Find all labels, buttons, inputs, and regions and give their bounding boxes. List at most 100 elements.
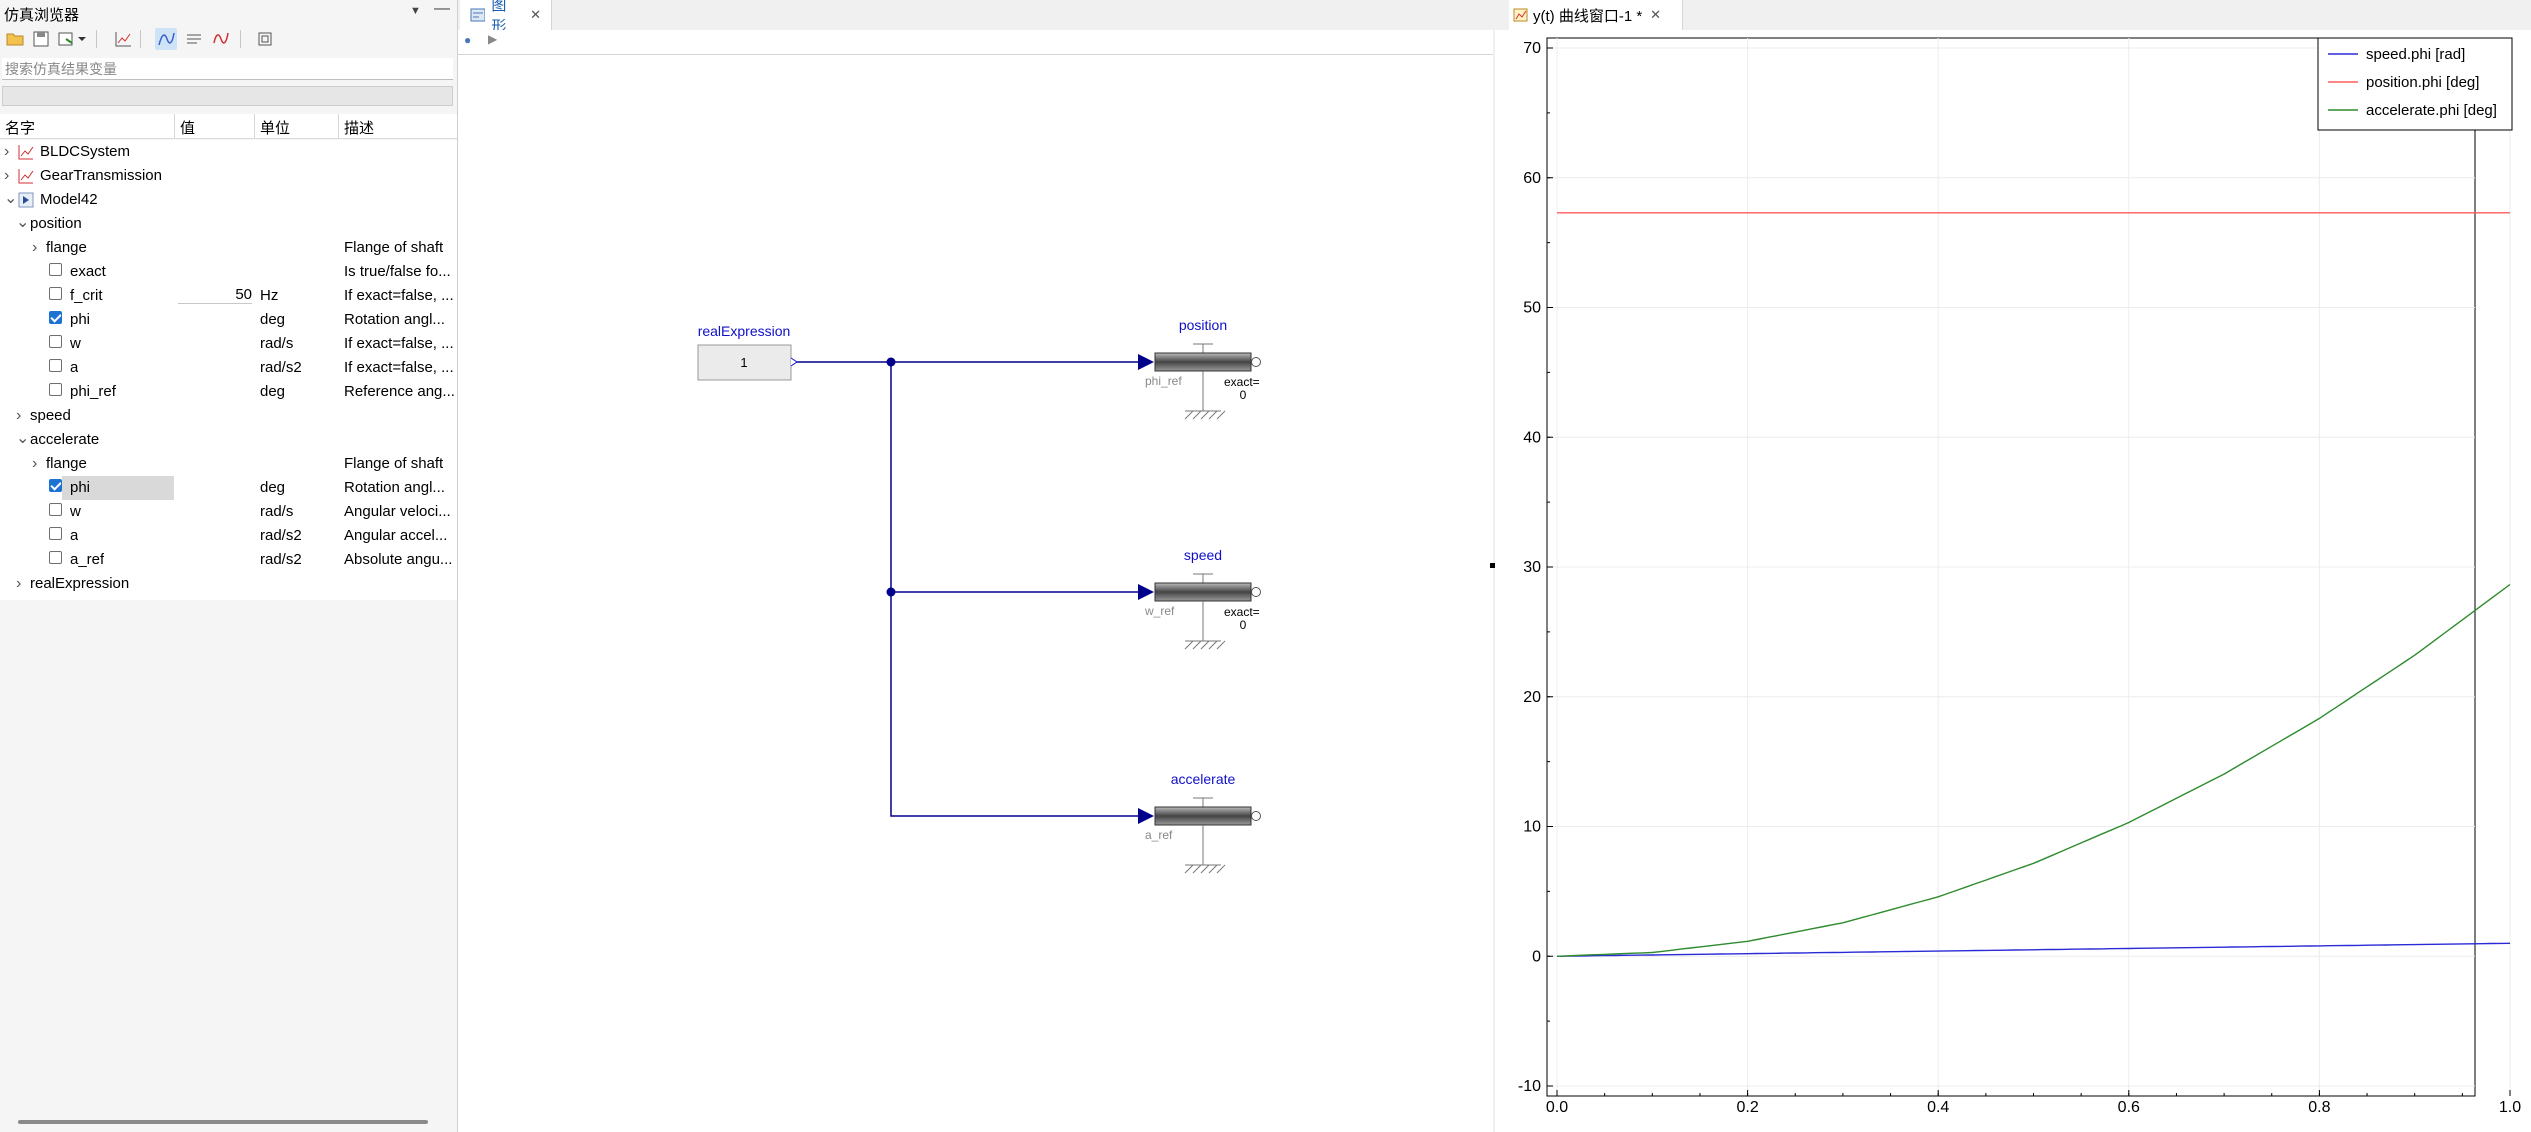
y-tick-label: -10: [1518, 1078, 1541, 1095]
diagram-icon: [470, 8, 486, 22]
variable-checkbox[interactable]: [49, 287, 62, 300]
column-header-description[interactable]: 描述: [344, 120, 375, 137]
tree-row[interactable]: phi_ref deg Reference ang...: [0, 380, 457, 404]
tree-row[interactable]: › GearTransmission: [0, 164, 457, 188]
plot-axes-icon[interactable]: [112, 28, 134, 50]
exact-label: exact=: [1224, 605, 1260, 619]
variable-checkbox[interactable]: [49, 479, 62, 492]
column-header-unit[interactable]: 单位: [260, 120, 291, 137]
panel-menu-chevron-icon[interactable]: ▼: [410, 5, 421, 17]
tree-row[interactable]: ⌄ position: [0, 212, 457, 236]
chevron-right-icon[interactable]: ›: [16, 575, 22, 592]
diagram-panel: 图形 ✕ ● ▶ realExpression 1 position phi_re…: [458, 0, 1493, 1132]
search-input[interactable]: 搜索仿真结果变量: [2, 58, 453, 80]
tree-row-label: GearTransmission: [40, 167, 162, 184]
chevron-down-icon[interactable]: ⌄: [16, 430, 30, 447]
variable-checkbox[interactable]: [49, 503, 62, 516]
home-icon[interactable]: ●: [464, 33, 472, 47]
tree-row[interactable]: phi deg Rotation angl...: [0, 308, 457, 332]
close-icon[interactable]: ✕: [530, 7, 541, 22]
y-tick-label: 50: [1523, 300, 1541, 317]
variable-unit: Hz: [260, 287, 279, 304]
series-line-0[interactable]: [1556, 942, 2511, 957]
variable-checkbox[interactable]: [49, 263, 62, 276]
variable-checkbox[interactable]: [49, 359, 62, 372]
window-icon[interactable]: [254, 28, 276, 50]
output-port-icon: [1251, 587, 1261, 597]
sensor-block-speed[interactable]: speed w_ref exact=0: [1138, 547, 1261, 650]
variable-checkbox[interactable]: [49, 311, 62, 324]
tree-row[interactable]: a rad/s2 If exact=false, ...: [0, 356, 457, 380]
open-folder-icon[interactable]: [4, 28, 26, 50]
tree-row[interactable]: a rad/s2 Angular accel...: [0, 524, 457, 548]
tree-row[interactable]: phi deg Rotation angl...: [0, 476, 457, 500]
chevron-right-icon[interactable]: ›: [32, 455, 38, 472]
column-header-name[interactable]: 名字: [5, 120, 36, 137]
model-icon: [18, 192, 34, 208]
parametric-curve-icon[interactable]: [210, 28, 232, 50]
plot-chart[interactable]: -10 0 10 20 30 40 50 60 70 0.0 0.2 0.4 0.6 0.8 1.0 spee…: [1495, 30, 2531, 1132]
tree-row[interactable]: a_ref rad/s2 Absolute angu...: [0, 548, 457, 572]
series-line-2[interactable]: [1556, 583, 2511, 957]
input-arrow-icon: [1138, 584, 1154, 600]
chevron-down-icon[interactable]: ⌄: [16, 214, 30, 231]
chevron-right-icon[interactable]: ›: [32, 239, 38, 256]
variable-unit: deg: [260, 311, 286, 328]
export-dropdown-icon[interactable]: [56, 28, 90, 50]
exact-label: exact=: [1224, 375, 1260, 389]
tree-row[interactable]: f_crit 50 Hz If exact=false, ...: [0, 284, 457, 308]
chevron-right-icon[interactable]: ›: [4, 167, 10, 184]
sensor-block-accelerate[interactable]: accelerate a_ref: [1138, 771, 1261, 874]
variable-checkbox[interactable]: [49, 335, 62, 348]
tree-row-label: w: [70, 503, 81, 520]
close-icon[interactable]: ✕: [1650, 7, 1662, 22]
tree-row[interactable]: exact Is true/false fo...: [0, 260, 457, 284]
tree-row-label: speed: [30, 407, 71, 424]
x-tick-label: 1.0: [2499, 1099, 2521, 1116]
panel-minimize-icon[interactable]: —: [434, 0, 450, 17]
filter-bar[interactable]: [2, 86, 453, 106]
variable-value-field[interactable]: 50: [178, 286, 252, 304]
variable-description: If exact=false, ...: [344, 359, 454, 376]
tree-row[interactable]: › BLDCSystem: [0, 140, 457, 164]
x-tick-label: 0.2: [1736, 1099, 1758, 1116]
chevron-right-icon[interactable]: ›: [4, 143, 10, 160]
y-tick-label: 60: [1523, 170, 1541, 187]
chevron-down-icon[interactable]: ⌄: [4, 190, 18, 207]
tree-row[interactable]: › flange Flange of shaft: [0, 452, 457, 476]
tree-row[interactable]: › realExpression: [0, 572, 457, 596]
tree-row[interactable]: ⌄ Model42: [0, 188, 457, 212]
legend-entry[interactable]: accelerate.phi [deg]: [2366, 102, 2497, 119]
column-headers: 名字 值 单位 描述: [0, 114, 457, 139]
legend-entry[interactable]: position.phi [deg]: [2366, 74, 2479, 91]
variable-checkbox[interactable]: [49, 551, 62, 564]
chevron-right-icon[interactable]: ›: [16, 407, 22, 424]
horizontal-scrollbar[interactable]: [18, 1120, 428, 1124]
wire-main[interactable]: [792, 361, 1138, 817]
simulation-browser-panel: 仿真浏览器 ▼ — 搜索仿真结果变量 名字 值 单位 描述 › BLDCSyste…: [0, 0, 458, 1132]
real-expression-block[interactable]: realExpression 1: [697, 323, 798, 381]
tab-diagram[interactable]: 图形 ✕: [460, 0, 552, 35]
tab-plot-window[interactable]: y(t) 曲线窗口-1 * ✕: [1509, 0, 1683, 30]
real-expression-value: 1: [740, 355, 747, 370]
tree-row[interactable]: w rad/s If exact=false, ...: [0, 332, 457, 356]
variable-checkbox[interactable]: [49, 527, 62, 540]
tree-row[interactable]: › speed: [0, 404, 457, 428]
list-mode-icon[interactable]: [183, 28, 205, 50]
sensor-block-position[interactable]: position phi_ref exact=0: [1138, 317, 1261, 420]
tree-row-label: position: [30, 215, 82, 232]
panel-splitter[interactable]: [1490, 563, 1495, 568]
save-icon[interactable]: [30, 28, 52, 50]
legend-entry[interactable]: speed.phi [rad]: [2366, 46, 2465, 63]
tree-row[interactable]: › flange Flange of shaft: [0, 236, 457, 260]
selection-highlight: [62, 476, 174, 500]
variable-checkbox[interactable]: [49, 383, 62, 396]
output-port-icon: [1251, 357, 1261, 367]
curve-mode-icon[interactable]: [155, 28, 177, 50]
tree-row[interactable]: ⌄ accelerate: [0, 428, 457, 452]
column-header-value[interactable]: 值: [180, 120, 196, 137]
tree-row[interactable]: w rad/s Angular veloci...: [0, 500, 457, 524]
sensor-name: accelerate: [1171, 771, 1236, 787]
sensor-name: position: [1179, 317, 1227, 333]
breadcrumb-arrow-icon[interactable]: ▶: [488, 32, 498, 46]
